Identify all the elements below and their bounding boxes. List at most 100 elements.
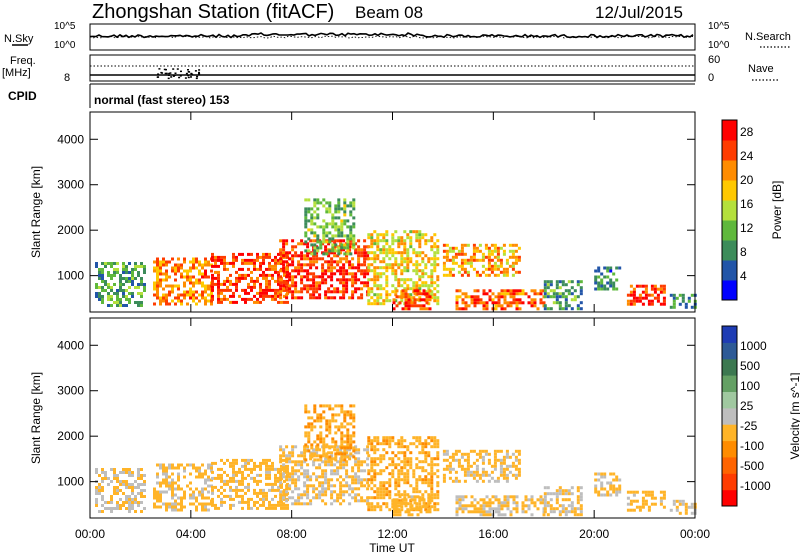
data-cell bbox=[409, 287, 413, 291]
data-cell bbox=[521, 501, 525, 505]
data-cell bbox=[162, 287, 165, 291]
data-cell bbox=[253, 467, 256, 471]
data-cell bbox=[137, 271, 140, 274]
data-cell bbox=[436, 496, 440, 500]
data-cell bbox=[180, 299, 183, 303]
data-cell bbox=[367, 251, 371, 255]
data-cell bbox=[319, 434, 323, 438]
nave-point bbox=[185, 72, 188, 75]
data-cell bbox=[244, 300, 247, 304]
data-cell bbox=[279, 484, 283, 488]
data-cell bbox=[153, 293, 156, 297]
data-cell bbox=[466, 455, 470, 459]
data-cell bbox=[487, 246, 491, 250]
data-cell bbox=[297, 463, 301, 467]
data-cell bbox=[644, 296, 648, 300]
data-cell bbox=[346, 428, 350, 432]
data-cell bbox=[107, 292, 110, 295]
data-cell bbox=[382, 248, 386, 252]
data-cell bbox=[376, 266, 380, 270]
data-cell bbox=[324, 272, 328, 276]
data-cell bbox=[232, 264, 235, 268]
data-cell bbox=[430, 496, 434, 500]
data-cell bbox=[511, 261, 515, 265]
data-cell bbox=[348, 448, 352, 452]
data-cell bbox=[511, 243, 515, 247]
data-cell bbox=[110, 295, 113, 298]
data-cell bbox=[271, 267, 274, 271]
data-cell bbox=[98, 271, 101, 274]
nave-point bbox=[172, 75, 175, 77]
data-cell bbox=[484, 452, 488, 456]
data-cell bbox=[333, 254, 337, 258]
data-cell bbox=[505, 270, 509, 274]
data-cell bbox=[409, 239, 413, 243]
data-cell bbox=[204, 481, 207, 485]
data-cell bbox=[647, 302, 651, 306]
data-cell bbox=[351, 481, 355, 485]
data-cell bbox=[647, 293, 651, 297]
data-cell bbox=[153, 302, 156, 306]
data-cell bbox=[460, 264, 464, 268]
data-cell bbox=[125, 471, 128, 474]
data-cell bbox=[464, 307, 468, 311]
data-cell bbox=[517, 449, 521, 453]
data-cell bbox=[427, 484, 431, 488]
data-cell bbox=[424, 469, 428, 473]
data-cell bbox=[321, 242, 325, 246]
data-cell bbox=[322, 204, 326, 208]
data-cell bbox=[327, 460, 331, 464]
nave-tick-top: 60 bbox=[708, 54, 720, 66]
data-cell bbox=[348, 487, 352, 491]
data-cell bbox=[342, 239, 346, 243]
data-cell bbox=[171, 502, 174, 506]
data-cell bbox=[482, 304, 486, 308]
data-cell bbox=[143, 271, 146, 274]
data-cell bbox=[297, 493, 301, 497]
data-cell bbox=[259, 294, 262, 298]
data-cell bbox=[487, 261, 491, 265]
data-cell bbox=[282, 448, 286, 452]
data-cell bbox=[232, 503, 235, 507]
data-cell bbox=[288, 290, 292, 294]
data-cell bbox=[570, 280, 574, 284]
nave-point bbox=[170, 76, 173, 78]
data-cell bbox=[397, 475, 401, 479]
data-cell bbox=[342, 278, 346, 282]
data-cell bbox=[403, 481, 407, 485]
data-cell bbox=[479, 504, 483, 508]
data-cell bbox=[339, 257, 343, 261]
data-cell bbox=[428, 307, 432, 311]
data-cell bbox=[514, 476, 518, 480]
data-cell bbox=[217, 473, 220, 477]
data-cell bbox=[514, 261, 518, 265]
data-cell bbox=[300, 275, 304, 279]
data-cell bbox=[656, 287, 660, 291]
data-cell bbox=[499, 464, 503, 468]
data-cell bbox=[433, 242, 437, 246]
data-cell bbox=[406, 287, 410, 291]
data-cell bbox=[143, 495, 146, 498]
data-cell bbox=[309, 499, 313, 503]
data-cell bbox=[247, 473, 250, 477]
data-cell bbox=[612, 287, 616, 291]
colorbar-swatch bbox=[722, 440, 737, 458]
data-cell bbox=[403, 475, 407, 479]
data-cell bbox=[635, 284, 639, 288]
data-cell bbox=[316, 201, 320, 205]
data-cell bbox=[573, 289, 577, 293]
data-cell bbox=[131, 492, 134, 495]
data-cell bbox=[400, 436, 404, 440]
data-cell bbox=[412, 248, 416, 252]
data-cell bbox=[334, 225, 338, 229]
data-cell bbox=[351, 290, 355, 294]
data-cell bbox=[493, 249, 497, 253]
data-cell bbox=[285, 490, 289, 494]
nsky-tick-top: 10^5 bbox=[54, 21, 76, 32]
data-cell bbox=[367, 287, 371, 291]
data-cell bbox=[419, 298, 423, 302]
data-cell bbox=[555, 492, 559, 496]
data-cell bbox=[451, 467, 455, 471]
data-cell bbox=[373, 275, 377, 279]
data-cell bbox=[140, 295, 143, 298]
